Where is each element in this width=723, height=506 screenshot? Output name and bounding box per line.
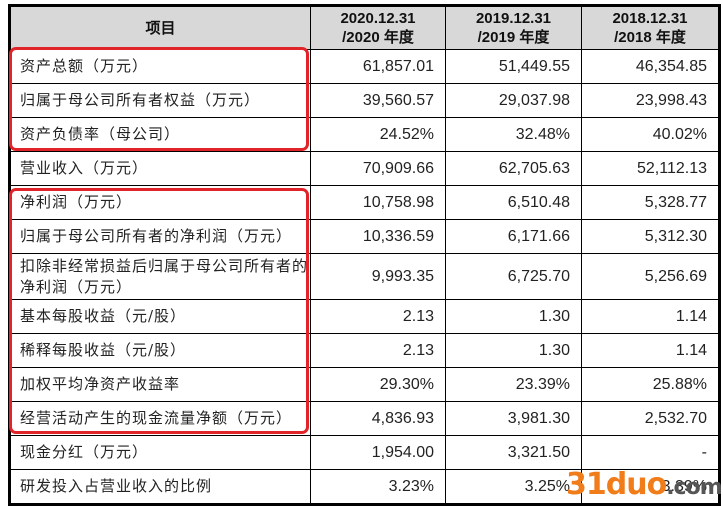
header-row: 项目 2020.12.31/2020 年度 2019.12.31/2019 年度… [9,5,720,50]
table-row: 归属于母公司所有者的净利润（万元） 10,336.59 6,171.66 5,3… [9,219,720,254]
cell-2018: 25.88% [581,367,720,402]
table-row: 加权平均净资产收益率 29.30% 23.39% 25.88% [9,367,720,402]
table-row: 稀释每股收益（元/股） 2.13 1.30 1.14 [9,333,720,368]
cell-2020: 3.23% [310,469,446,505]
watermark-suffix: .com [666,475,722,500]
header-2020-date: 2020.12.31 [340,10,416,27]
cell-2019: 29,037.98 [445,83,582,118]
financial-summary-table: 项目 2020.12.31/2020 年度 2019.12.31/2019 年度… [8,4,721,506]
row-label: 资产总额（万元） [9,49,311,84]
cell-2019: 3,981.30 [445,401,582,436]
cell-2019: 51,449.55 [445,49,582,84]
cell-2018: 5,328.77 [581,185,720,220]
header-2020-year: /2020 年度 [342,29,414,46]
cell-2019: 3,321.50 [445,435,582,470]
row-label: 归属于母公司所有者的净利润（万元） [9,219,311,254]
cell-2020: 29.30% [310,367,446,402]
cell-2020: 2.13 [310,333,446,368]
table-row: 资产总额（万元） 61,857.01 51,449.55 46,354.85 [9,49,720,84]
header-item: 项目 [9,5,311,50]
table-row: 基本每股收益（元/股） 2.13 1.30 1.14 [9,299,720,334]
row-label: 扣除非经常损益后归属于母公司所有者的净利润（万元） [9,253,311,300]
watermark: 31duo.com [566,467,723,505]
table-row: 营业收入（万元） 70,909.66 62,705.63 52,112.13 [9,151,720,186]
cell-2018: 52,112.13 [581,151,720,186]
cell-2018: 2,532.70 [581,401,720,436]
header-2019-date: 2019.12.31 [475,10,552,27]
row-label: 加权平均净资产收益率 [9,367,311,402]
cell-2018: 5,256.69 [581,253,720,300]
table-row: 归属于母公司所有者权益（万元） 39,560.57 29,037.98 23,9… [9,83,720,118]
cell-2020: 39,560.57 [310,83,446,118]
cell-2020: 10,758.98 [310,185,446,220]
table-row: 净利润（万元） 10,758.98 6,510.48 5,328.77 [9,185,720,220]
header-2018-year: /2018 年度 [614,29,686,46]
cell-2020: 9,993.35 [310,253,446,300]
cell-2018: 40.02% [581,117,720,152]
cell-2019: 32.48% [445,117,582,152]
header-item-label: 项目 [145,18,176,37]
table-row: 扣除非经常损益后归属于母公司所有者的净利润（万元） 9,993.35 6,725… [9,253,720,300]
cell-2019: 23.39% [445,367,582,402]
watermark-main: 31duo [566,467,667,502]
row-label: 归属于母公司所有者权益（万元） [9,83,311,118]
cell-2018: 3.39% [581,469,720,505]
row-label: 基本每股收益（元/股） [9,299,311,334]
row-label: 资产负债率（母公司） [9,117,311,152]
cell-2020: 10,336.59 [310,219,446,254]
cell-2018: 5,312.30 [581,219,720,254]
table-row: 经营活动产生的现金流量净额（万元） 4,836.93 3,981.30 2,53… [9,401,720,436]
row-label: 净利润（万元） [9,185,311,220]
cell-2019: 6,725.70 [445,253,582,300]
cell-2018: 1.14 [581,333,720,368]
cell-2020: 70,909.66 [310,151,446,186]
cell-2020: 4,836.93 [310,401,446,436]
row-label: 现金分红（万元） [9,435,311,470]
table-row: 资产负债率（母公司） 24.52% 32.48% 40.02% [9,117,720,152]
row-label: 稀释每股收益（元/股） [9,333,311,368]
header-2019: 2019.12.31/2019 年度 [445,5,582,50]
header-2018: 2018.12.31/2018 年度 [581,5,720,50]
table-row: 研发投入占营业收入的比例 3.23% 3.25% 3.39% [9,469,720,505]
cell-2020: 24.52% [310,117,446,152]
cell-2019: 6,510.48 [445,185,582,220]
cell-2019: 6,171.66 [445,219,582,254]
row-label: 营业收入（万元） [9,151,311,186]
header-2020: 2020.12.31/2020 年度 [310,5,446,50]
table-row: 现金分红（万元） 1,954.00 3,321.50 - [9,435,720,470]
cell-2020: 61,857.01 [310,49,446,84]
cell-2019: 62,705.63 [445,151,582,186]
cell-2018: 46,354.85 [581,49,720,84]
cell-2019: 1.30 [445,333,582,368]
cell-2019: 3.25% [445,469,582,505]
cell-2018: 23,998.43 [581,83,720,118]
row-label: 经营活动产生的现金流量净额（万元） [9,401,311,436]
cell-2020: 1,954.00 [310,435,446,470]
cell-2020: 2.13 [310,299,446,334]
cell-2019: 1.30 [445,299,582,334]
cell-2018: 1.14 [581,299,720,334]
cell-2018: - [581,435,720,470]
row-label: 研发投入占营业收入的比例 [9,469,311,505]
header-2018-date: 2018.12.31 [612,10,688,27]
header-2019-year: /2019 年度 [477,29,550,46]
